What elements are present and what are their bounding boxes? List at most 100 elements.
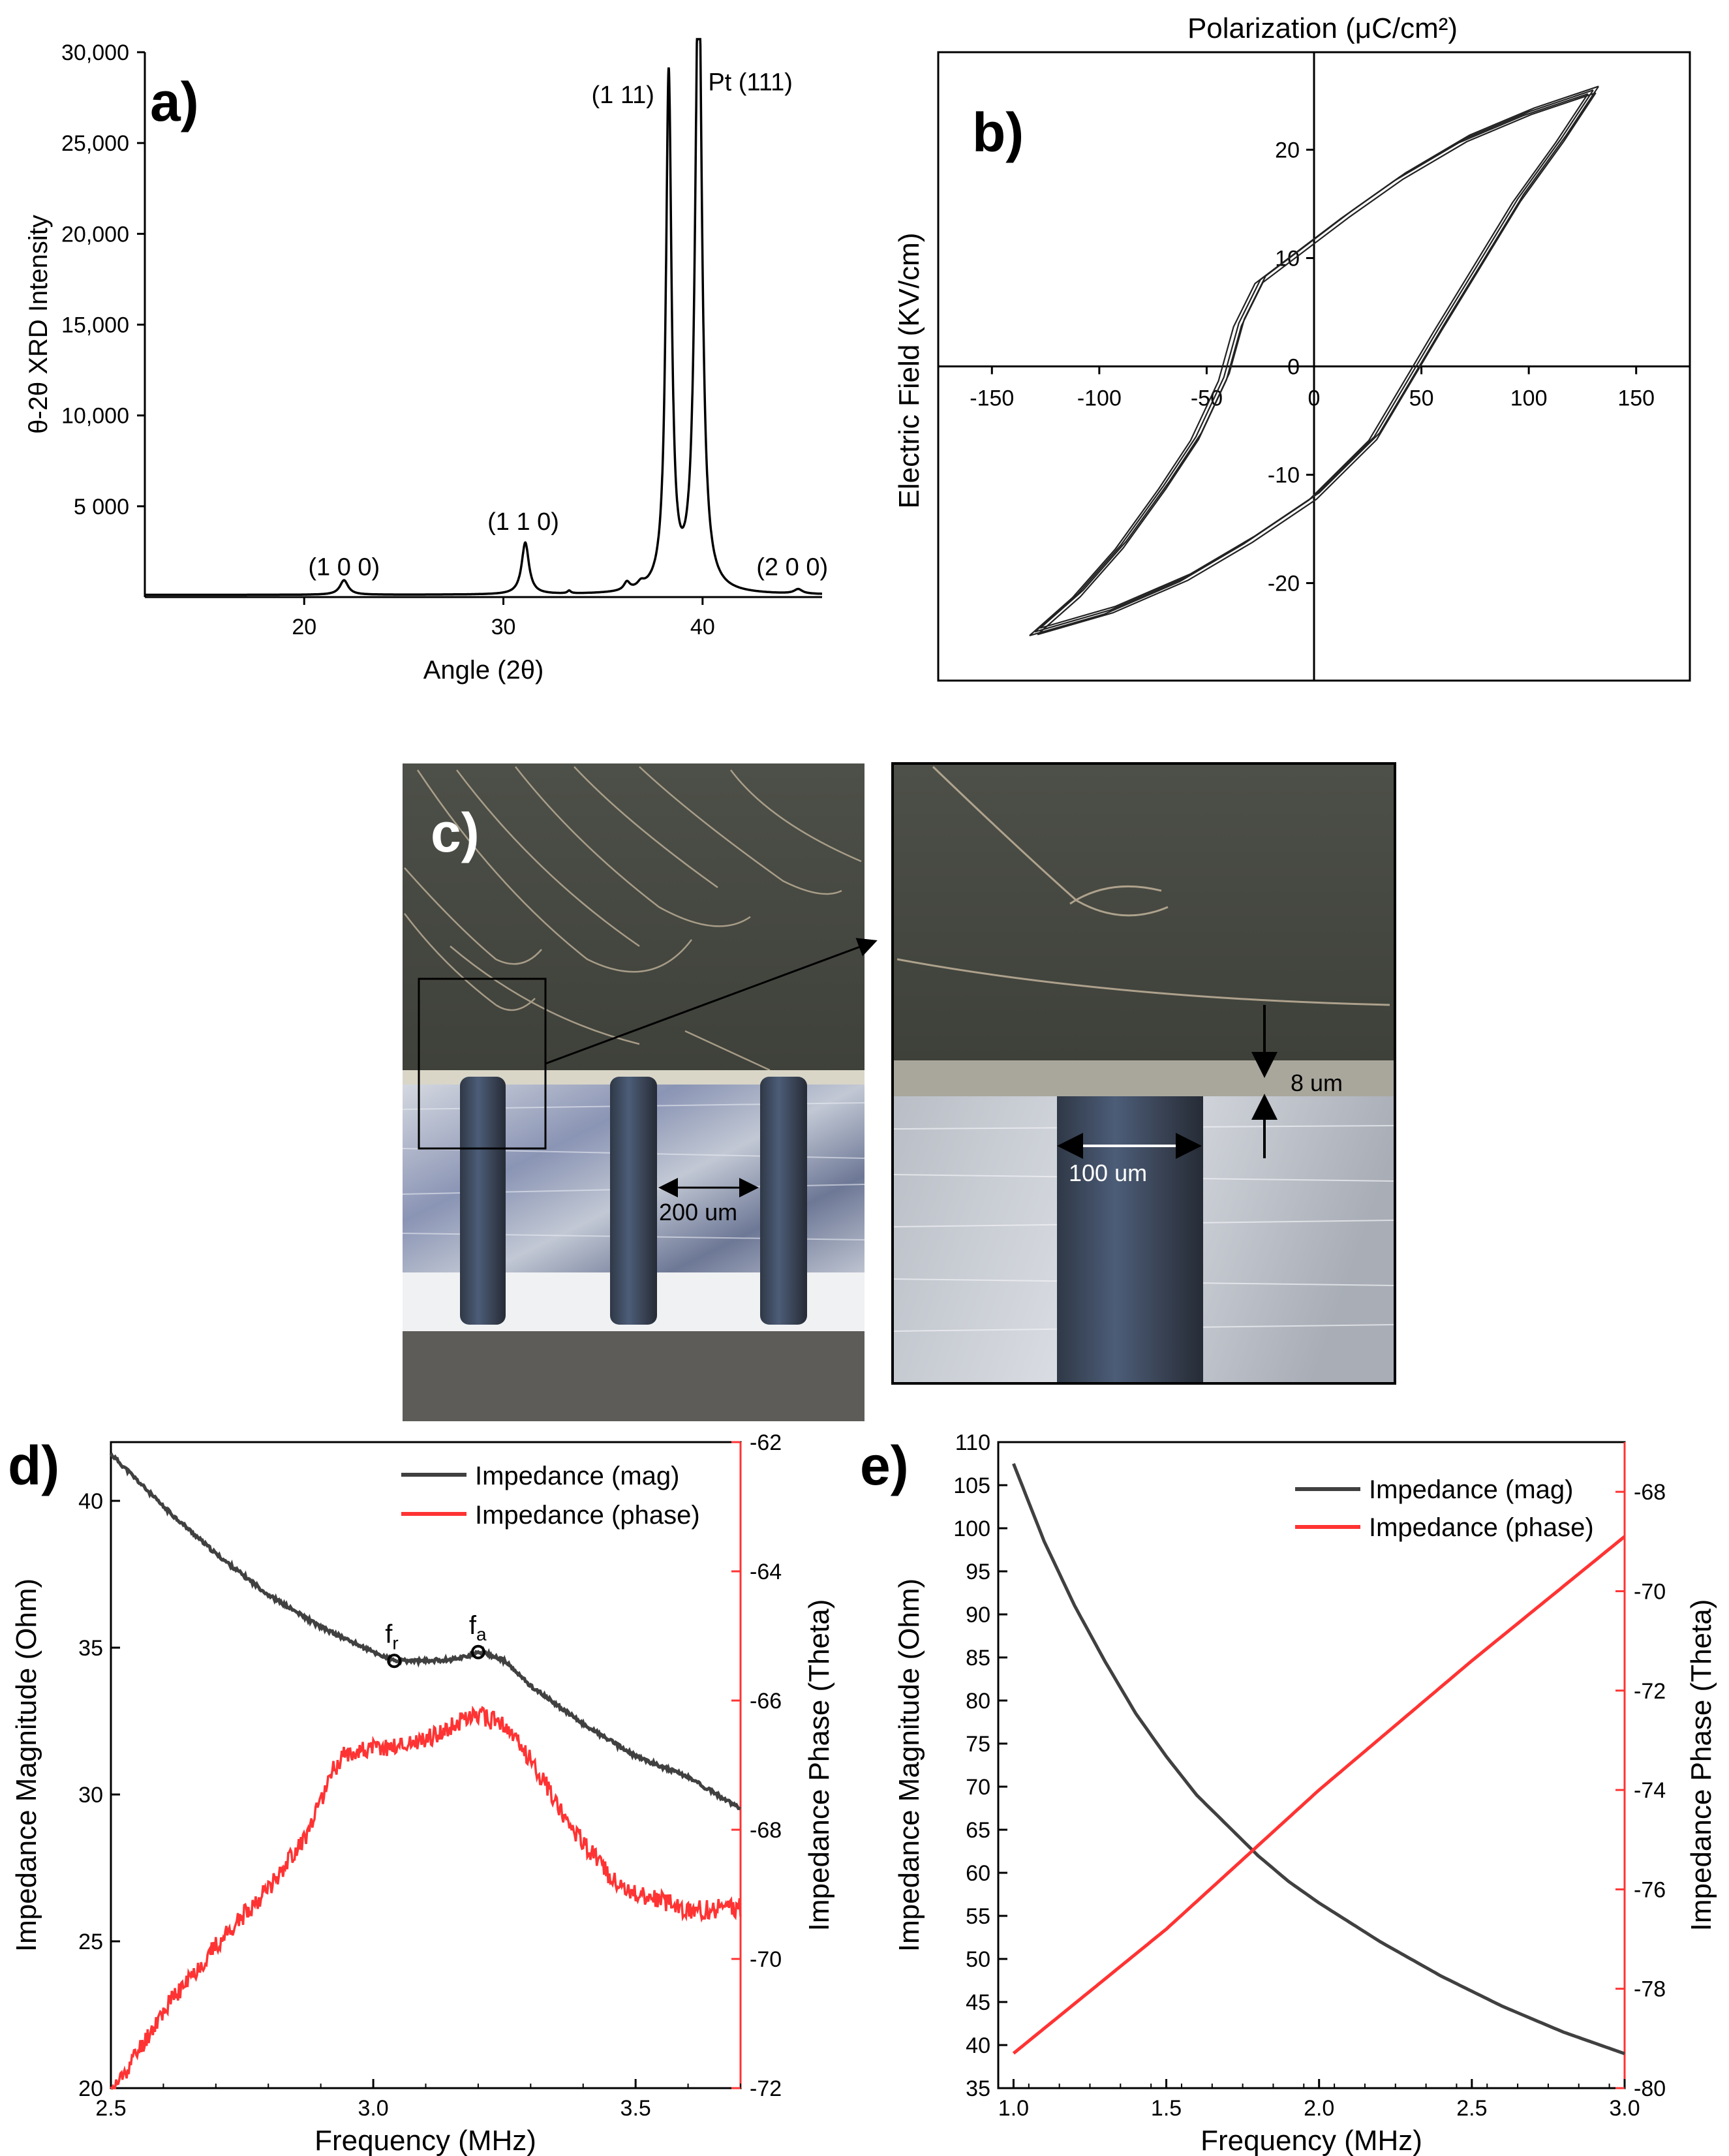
e-y-tick-label: 45 bbox=[966, 1990, 990, 2015]
e-y-right-tick-label: -70 bbox=[1634, 1579, 1666, 1604]
d-x-label: Frequency (MHz) bbox=[314, 2125, 536, 2156]
electrode-zoom bbox=[1057, 1096, 1203, 1382]
e-x-tick-label: 3.0 bbox=[1609, 2096, 1640, 2121]
hysteresis-y-label: Electric Field (KV/cm) bbox=[893, 233, 925, 509]
e-y-tick-label: 80 bbox=[966, 1689, 990, 1714]
e-y-tick-label: 110 bbox=[955, 1430, 990, 1455]
hysteresis-x-tick-label: -150 bbox=[970, 386, 1014, 411]
e-x-tick-label: 2.0 bbox=[1304, 2096, 1334, 2121]
hysteresis-x-tick-label: -100 bbox=[1077, 386, 1122, 411]
e-y-label: Impedance Magnitude (Ohm) bbox=[893, 1578, 925, 1952]
hysteresis-loop-line bbox=[1029, 93, 1589, 637]
marker-label-f_r: fr bbox=[385, 1620, 398, 1653]
xrd-peak-labels: (1 0 0) (1 1 0) (1 11) Pt (111) (2 0 0) bbox=[308, 69, 828, 581]
e-y-tick-label: 60 bbox=[966, 1861, 990, 1886]
panel-label-d: d) bbox=[8, 1435, 59, 1496]
xrd-peak-label: (2 0 0) bbox=[756, 554, 828, 581]
e-y-tick-label: 50 bbox=[966, 1947, 990, 1972]
marker-f_r bbox=[387, 1654, 402, 1669]
impedance-resonance-chart: d) 2.5 3.0 3.5 20 25 30 35 40 -72 -70 -68 -66 -64 -62… bbox=[8, 1430, 835, 2156]
xrd-curve bbox=[145, 38, 822, 596]
hysteresis-loop-line bbox=[1039, 85, 1600, 629]
e-ticks: 1.0 1.5 2.0 2.5 3.0 35 40 45 50 55 60 65 70 75 80 85 90 9… bbox=[953, 1430, 1666, 2121]
d-legend: Impedance (mag) Impedance (phase) bbox=[401, 1462, 700, 1530]
hysteresis-loop-line bbox=[1037, 92, 1597, 636]
e-y-right-tick-label: -80 bbox=[1634, 2076, 1666, 2101]
d-phase-curve bbox=[110, 1705, 742, 2091]
d-y-label-right: Impedance Phase (Theta) bbox=[803, 1599, 835, 1932]
d-magnitude-curve bbox=[109, 1453, 742, 1811]
panel-label-a: a) bbox=[150, 71, 199, 132]
xrd-peak-label: (1 11) bbox=[591, 82, 654, 109]
scale-label-100: 100 um bbox=[1069, 1160, 1147, 1186]
xrd-y-label: θ-2θ XRD Intensity bbox=[24, 215, 53, 434]
marker-f_a bbox=[470, 1644, 485, 1659]
hysteresis-y-tick-label: -10 bbox=[1268, 463, 1300, 488]
e-y-tick-label: 35 bbox=[966, 2076, 990, 2101]
d-y-right-tick-label: -68 bbox=[750, 1818, 782, 1843]
xrd-peak-label: (1 1 0) bbox=[487, 508, 559, 536]
d-x-tick-label: 3.5 bbox=[620, 2096, 651, 2121]
d-ticks: 2.5 3.0 3.5 20 25 30 35 40 -72 -70 -68 -66 -64 -62 bbox=[78, 1430, 782, 2121]
d-legend-phase: Impedance (phase) bbox=[475, 1501, 700, 1530]
xrd-y-tick-label: 15,000 bbox=[61, 313, 129, 338]
hysteresis-y-tick-label: 20 bbox=[1275, 138, 1300, 162]
xrd-x-label: Angle (2θ) bbox=[423, 656, 544, 685]
d-x-tick-label: 2.5 bbox=[95, 2096, 126, 2121]
panel-label-c: c) bbox=[431, 802, 480, 863]
thickness-label: 8 um bbox=[1291, 1070, 1343, 1096]
e-y-tick-label: 70 bbox=[966, 1775, 990, 1800]
xrd-y-tick-label: 10,000 bbox=[61, 404, 129, 429]
d-y-right-tick-label: -70 bbox=[750, 1947, 782, 1972]
d-y-right-tick-label: -64 bbox=[750, 1560, 782, 1584]
zoom-arrow bbox=[545, 938, 878, 1065]
e-y-tick-label: 105 bbox=[953, 1473, 990, 1498]
e-y-tick-label: 40 bbox=[966, 2033, 990, 2058]
e-y-right-tick-label: -76 bbox=[1634, 1877, 1666, 1902]
micrograph-panel: 200 um c) 100 um bbox=[402, 762, 1396, 1421]
hysteresis-loops bbox=[1029, 85, 1600, 637]
e-x-label: Frequency (MHz) bbox=[1201, 2125, 1422, 2156]
d-frame bbox=[110, 1441, 742, 2089]
d-y-tick-label: 35 bbox=[78, 1636, 103, 1661]
d-y-tick-label: 20 bbox=[78, 2076, 103, 2101]
hysteresis-x-tick-label: 150 bbox=[1617, 386, 1655, 411]
e-x-tick-label: 2.5 bbox=[1456, 2096, 1487, 2121]
e-y-right-tick-label: -68 bbox=[1634, 1480, 1666, 1505]
e-y-tick-label: 75 bbox=[966, 1732, 990, 1757]
xrd-peak-label: Pt (111) bbox=[708, 69, 793, 96]
d-y-tick-label: 40 bbox=[78, 1489, 103, 1514]
hysteresis-chart: Polarization (μC/cm²) b) Electric Field … bbox=[893, 12, 1691, 682]
d-y-right-tick-label: -72 bbox=[750, 2076, 782, 2101]
xrd-y-tick-label: 20,000 bbox=[61, 222, 129, 247]
hysteresis-x-tick-label: 50 bbox=[1409, 386, 1434, 411]
e-y-tick-label: 90 bbox=[966, 1603, 990, 1627]
electrode-3 bbox=[760, 1077, 807, 1325]
d-legend-mag: Impedance (mag) bbox=[475, 1462, 679, 1490]
e-y-tick-label: 65 bbox=[966, 1818, 990, 1843]
xrd-x-tick-label: 40 bbox=[690, 615, 715, 639]
marker-label-f_a: fa bbox=[469, 1611, 487, 1644]
electrode-1 bbox=[460, 1077, 506, 1325]
hysteresis-y-tick-label: -20 bbox=[1268, 572, 1300, 596]
micrograph-right: 100 um 8 um bbox=[891, 762, 1396, 1385]
micrograph-left: 200 um c) bbox=[402, 763, 878, 1421]
hysteresis-loop-line bbox=[1037, 92, 1597, 636]
e-y-tick-label: 95 bbox=[966, 1560, 990, 1584]
e-y-tick-label: 55 bbox=[966, 1904, 990, 1929]
xrd-x-tick-label: 20 bbox=[292, 615, 316, 639]
xrd-y-tick-label: 30,000 bbox=[61, 40, 129, 65]
hysteresis-loop-line bbox=[1034, 89, 1594, 633]
e-magnitude-curve bbox=[1012, 1463, 1625, 2056]
electrode-2 bbox=[610, 1077, 657, 1325]
hysteresis-title: Polarization (μC/cm²) bbox=[1187, 12, 1458, 44]
hysteresis-y-tick-label: 0 bbox=[1287, 355, 1300, 380]
hysteresis-x-tick-label: 0 bbox=[1308, 386, 1321, 411]
e-y-right-tick-label: -78 bbox=[1634, 1977, 1666, 2002]
xrd-y-tick-label: 5 000 bbox=[74, 495, 129, 519]
scale-label-200: 200 um bbox=[659, 1199, 737, 1225]
e-x-tick-label: 1.0 bbox=[998, 2096, 1029, 2121]
e-y-tick-label: 85 bbox=[966, 1646, 990, 1671]
xrd-y-tick-label: 25,000 bbox=[61, 131, 129, 156]
